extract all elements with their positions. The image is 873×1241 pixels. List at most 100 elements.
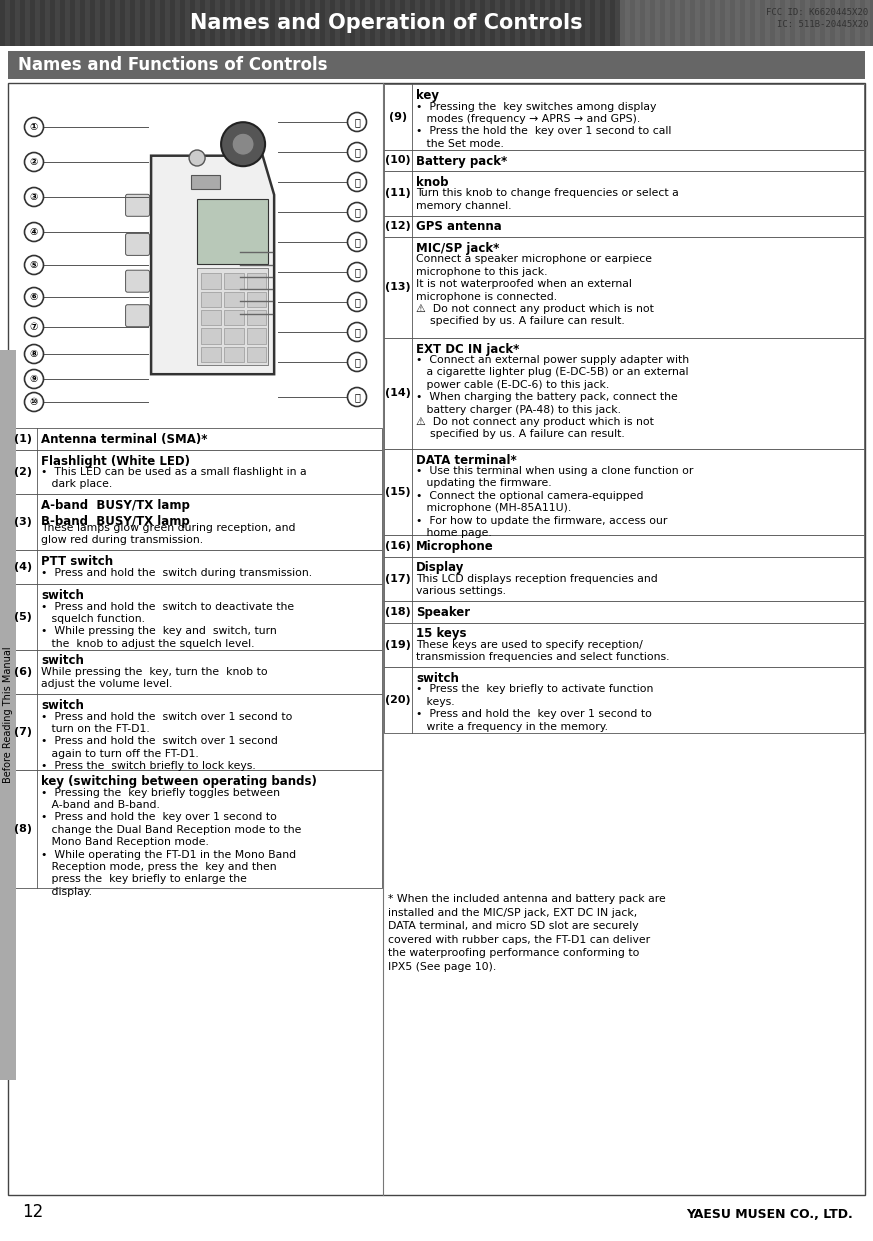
Text: Antenna terminal (SMA)*: Antenna terminal (SMA)* bbox=[41, 433, 208, 446]
Text: ⑨: ⑨ bbox=[30, 374, 38, 383]
Text: knob: knob bbox=[416, 176, 449, 189]
Text: ⑯: ⑯ bbox=[354, 267, 360, 277]
Bar bbox=[845, 0, 850, 46]
Text: •  This LED can be used as a small flashlight in a
   dark place.: • This LED can be used as a small flashl… bbox=[41, 467, 306, 489]
Bar bbox=[55, 0, 60, 46]
Bar bbox=[115, 0, 120, 46]
Bar bbox=[620, 0, 873, 46]
Circle shape bbox=[347, 263, 367, 282]
Bar bbox=[375, 0, 380, 46]
Bar bbox=[0, 350, 16, 1080]
Bar bbox=[270, 0, 275, 46]
Text: (12): (12) bbox=[385, 221, 411, 231]
Text: ⑭: ⑭ bbox=[354, 207, 360, 217]
Bar bbox=[110, 0, 115, 46]
Bar bbox=[725, 0, 730, 46]
Text: ⑳: ⑳ bbox=[354, 392, 360, 402]
Bar bbox=[745, 0, 750, 46]
Bar bbox=[760, 0, 765, 46]
Bar bbox=[795, 0, 800, 46]
Bar bbox=[435, 0, 440, 46]
Bar bbox=[440, 0, 445, 46]
Bar bbox=[425, 0, 430, 46]
Bar bbox=[247, 329, 266, 344]
Bar bbox=[85, 0, 90, 46]
Bar bbox=[285, 0, 290, 46]
Bar bbox=[75, 0, 80, 46]
Bar bbox=[785, 0, 790, 46]
Text: FCC ID: K6620445X20: FCC ID: K6620445X20 bbox=[766, 7, 868, 17]
Bar bbox=[520, 0, 525, 46]
Bar bbox=[305, 0, 310, 46]
Bar bbox=[870, 0, 873, 46]
Text: (14): (14) bbox=[385, 388, 411, 398]
Bar bbox=[247, 292, 266, 307]
Bar bbox=[640, 0, 645, 46]
Bar bbox=[485, 0, 490, 46]
Text: switch: switch bbox=[41, 654, 84, 668]
Text: ⑥: ⑥ bbox=[30, 292, 38, 302]
Text: key (switching between operating bands): key (switching between operating bands) bbox=[41, 774, 317, 788]
Circle shape bbox=[24, 392, 44, 412]
Bar bbox=[750, 0, 755, 46]
Text: PTT switch: PTT switch bbox=[41, 555, 113, 568]
Bar bbox=[9, 585, 382, 649]
FancyBboxPatch shape bbox=[126, 233, 149, 256]
Bar bbox=[9, 550, 382, 585]
Bar bbox=[540, 0, 545, 46]
Text: (2): (2) bbox=[14, 467, 32, 477]
Bar bbox=[201, 329, 221, 344]
Bar bbox=[365, 0, 370, 46]
Circle shape bbox=[24, 222, 44, 242]
Bar bbox=[20, 0, 25, 46]
Text: (17): (17) bbox=[385, 573, 411, 583]
Text: Flashlight (White LED): Flashlight (White LED) bbox=[41, 454, 190, 468]
Bar bbox=[585, 0, 590, 46]
Bar bbox=[223, 273, 244, 289]
Bar bbox=[384, 216, 864, 237]
Bar bbox=[775, 0, 780, 46]
Bar bbox=[200, 0, 205, 46]
Bar bbox=[665, 0, 670, 46]
Bar bbox=[800, 0, 805, 46]
Bar bbox=[780, 0, 785, 46]
Bar bbox=[590, 0, 595, 46]
Bar bbox=[480, 0, 485, 46]
Bar bbox=[15, 0, 20, 46]
Text: Connect a speaker microphone or earpiece
microphone to this jack.
It is not wate: Connect a speaker microphone or earpiece… bbox=[416, 254, 654, 326]
Text: switch: switch bbox=[41, 589, 84, 602]
Bar bbox=[160, 0, 165, 46]
Bar bbox=[380, 0, 385, 46]
Bar bbox=[730, 0, 735, 46]
Bar bbox=[635, 0, 640, 46]
Circle shape bbox=[347, 113, 367, 132]
Bar bbox=[525, 0, 530, 46]
Bar bbox=[770, 0, 775, 46]
Text: While pressing the  key, turn the  knob to
adjust the volume level.: While pressing the key, turn the knob to… bbox=[41, 666, 268, 690]
Circle shape bbox=[347, 202, 367, 221]
Bar bbox=[165, 0, 170, 46]
Bar bbox=[580, 0, 585, 46]
Bar bbox=[65, 0, 70, 46]
Text: •  Press and hold the  switch to deactivate the
   squelch function.
•  While pr: • Press and hold the switch to deactivat… bbox=[41, 602, 294, 649]
Bar bbox=[235, 0, 240, 46]
Text: A-band  BUSY/TX lamp
B-band  BUSY/TX lamp: A-band BUSY/TX lamp B-band BUSY/TX lamp bbox=[41, 499, 189, 527]
Bar bbox=[625, 0, 630, 46]
Bar bbox=[201, 292, 221, 307]
Text: ⑲: ⑲ bbox=[354, 357, 360, 367]
Bar bbox=[223, 346, 244, 362]
Bar bbox=[9, 494, 382, 550]
Bar bbox=[555, 0, 560, 46]
Bar bbox=[384, 237, 864, 338]
Bar bbox=[495, 0, 500, 46]
Bar bbox=[30, 0, 35, 46]
Bar bbox=[370, 0, 375, 46]
Bar bbox=[255, 0, 260, 46]
Bar bbox=[545, 0, 550, 46]
Bar bbox=[12, 87, 379, 427]
Bar bbox=[120, 0, 125, 46]
Bar bbox=[90, 0, 95, 46]
Bar bbox=[280, 0, 285, 46]
Bar bbox=[860, 0, 865, 46]
Bar bbox=[350, 0, 355, 46]
